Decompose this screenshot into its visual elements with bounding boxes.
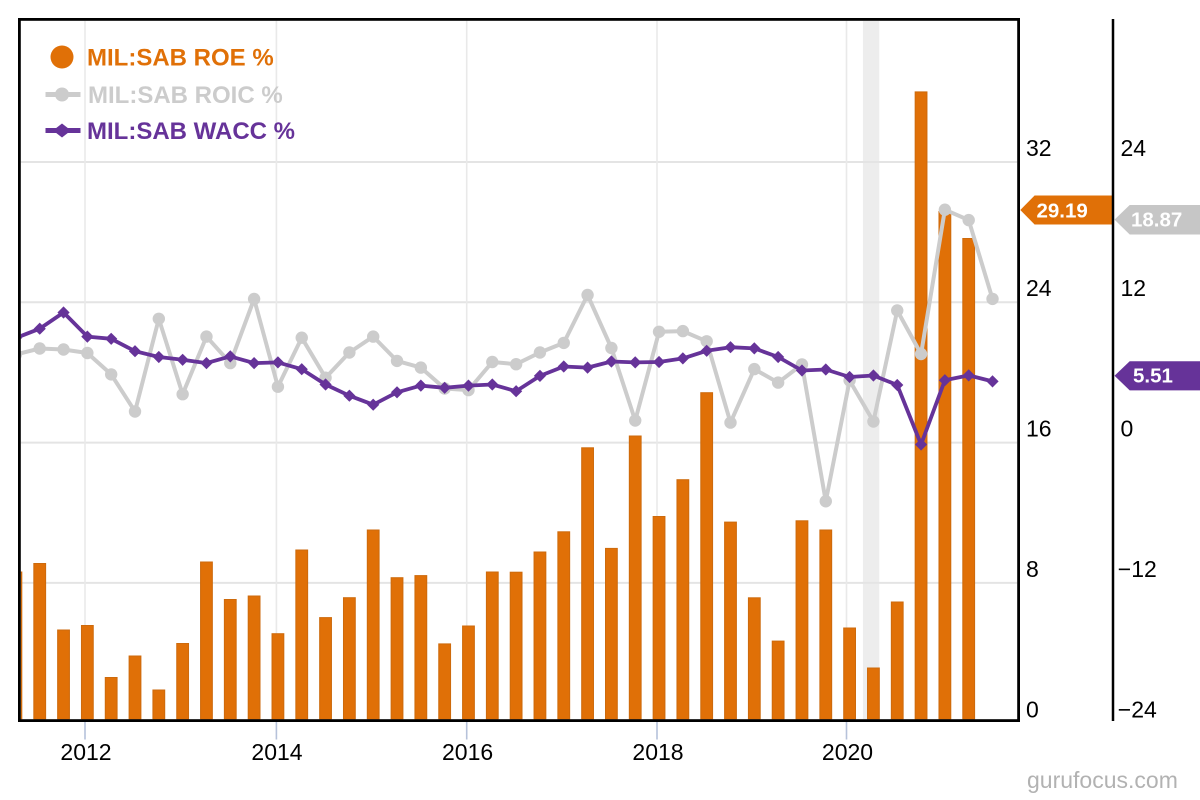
svg-text:24: 24	[1026, 275, 1052, 301]
svg-text:16: 16	[1026, 416, 1052, 442]
svg-text:12: 12	[1121, 275, 1147, 301]
svg-text:−12: −12	[1118, 556, 1157, 582]
svg-text:0: 0	[1121, 416, 1134, 442]
svg-text:−24: −24	[1118, 696, 1157, 722]
svg-text:MIL:SAB ROE %: MIL:SAB ROE %	[87, 45, 274, 72]
svg-text:18.87: 18.87	[1131, 209, 1182, 232]
svg-text:29.19: 29.19	[1037, 200, 1088, 223]
svg-text:5.51: 5.51	[1133, 365, 1173, 388]
svg-text:0: 0	[1026, 696, 1039, 722]
svg-text:2014: 2014	[251, 739, 302, 765]
svg-text:2012: 2012	[60, 739, 111, 765]
svg-text:24: 24	[1121, 135, 1147, 161]
svg-text:8: 8	[1026, 556, 1039, 582]
svg-text:MIL:SAB WACC %: MIL:SAB WACC %	[87, 118, 295, 145]
svg-text:2016: 2016	[442, 739, 493, 765]
svg-text:gurufocus.com: gurufocus.com	[1027, 767, 1178, 793]
svg-text:32: 32	[1026, 135, 1052, 161]
svg-text:MIL:SAB ROIC %: MIL:SAB ROIC %	[88, 82, 283, 109]
svg-text:2020: 2020	[822, 739, 873, 765]
svg-text:2018: 2018	[632, 739, 683, 765]
